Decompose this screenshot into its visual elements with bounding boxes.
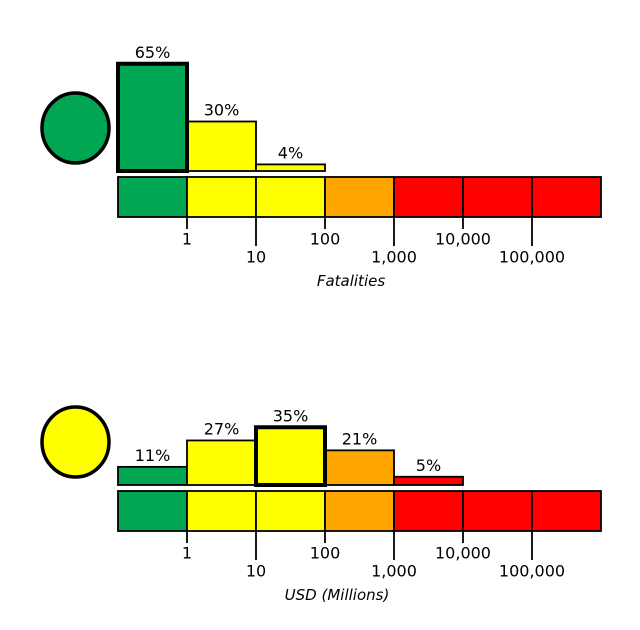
bar-percent-label: 65% (135, 43, 171, 62)
indicator-circle (40, 405, 111, 479)
x-axis-tick-label: 10,000 (435, 230, 491, 249)
x-axis-tick-label: 1,000 (371, 248, 417, 267)
histogram-bar-highlighted (254, 425, 327, 487)
x-axis-tick-label: 1,000 (371, 562, 417, 581)
histogram-bar (186, 120, 257, 172)
risk-scale-segment (117, 176, 188, 218)
risk-scale-segment (393, 490, 464, 532)
bar-percent-label: 21% (342, 429, 378, 448)
risk-scale-segment (255, 176, 326, 218)
histogram-bar (255, 163, 326, 172)
chart-usd-millions: 1 10 100 1,000 10,000 100,000 11% 27% 35% 21% 5% US… (40, 405, 602, 604)
bar-percent-label: 27% (204, 419, 240, 438)
bar-percent-label: 11% (135, 446, 171, 465)
x-axis-tick-label: 100 (310, 230, 341, 249)
risk-scale-segment (324, 490, 395, 532)
risk-scale-segment (186, 176, 257, 218)
risk-scale-segment (324, 176, 395, 218)
bar-percent-label: 5% (416, 456, 441, 475)
x-axis-tick-label: 1 (182, 230, 192, 249)
risk-scale-segment (255, 490, 326, 532)
risk-scale-segment (462, 176, 533, 218)
risk-scale-segment (117, 490, 188, 532)
risk-scale-segment (186, 490, 257, 532)
histogram-bar (186, 439, 257, 486)
x-axis-title: USD (Millions) (285, 586, 390, 604)
histogram-bar (393, 475, 464, 486)
risk-scale-segment (531, 176, 602, 218)
x-axis-tick-label: 100,000 (499, 562, 565, 581)
bar-percent-label: 30% (204, 101, 240, 120)
chart-fatalities: 1 10 100 1,000 10,000 100,000 65% 30% 4% Fataliti… (40, 43, 602, 290)
x-axis-tick-label: 10 (246, 562, 266, 581)
risk-scale-segment (393, 176, 464, 218)
risk-scale-segment (531, 490, 602, 532)
risk-scale-segment (462, 490, 533, 532)
bar-percent-label: 35% (273, 406, 309, 425)
x-axis-tick-label: 10 (246, 248, 266, 267)
x-axis-tick-label: 100,000 (499, 248, 565, 267)
x-axis-tick-label: 1 (182, 544, 192, 563)
x-axis-tick-label: 100 (310, 544, 341, 563)
histogram-bar-highlighted (116, 61, 189, 173)
x-axis-title: Fatalities (317, 272, 386, 290)
histogram-bar (324, 449, 395, 486)
histogram-bar (117, 465, 188, 486)
x-axis-tick-label: 10,000 (435, 544, 491, 563)
indicator-circle (40, 91, 111, 165)
bar-percent-label: 4% (278, 143, 303, 162)
